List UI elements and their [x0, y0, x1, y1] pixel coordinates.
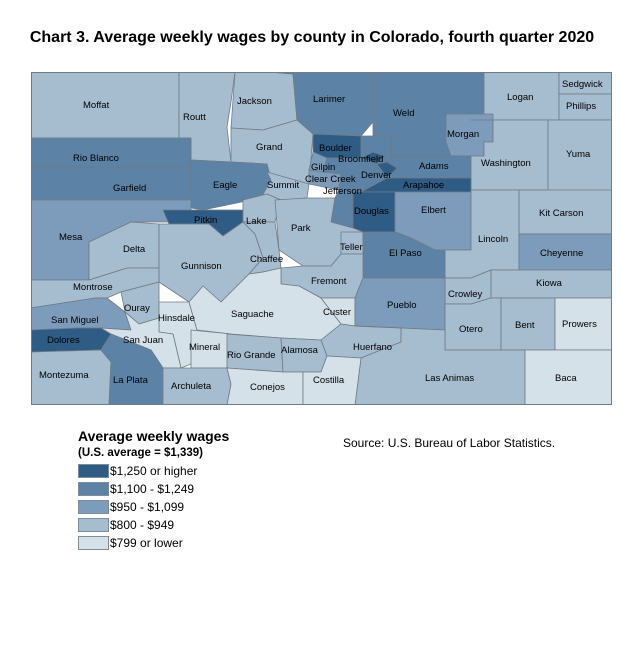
legend-swatch: [78, 536, 109, 550]
chart-title: Chart 3. Average weekly wages by county …: [29, 29, 595, 46]
label-cheyenne: Cheyenne: [540, 248, 583, 259]
label-grand: Grand: [256, 142, 282, 153]
label-douglas: Douglas: [354, 206, 389, 217]
label-pueblo: Pueblo: [387, 300, 417, 311]
legend: Average weekly wages (U.S. average = $1,…: [78, 428, 229, 552]
label-hinsdale: Hinsdale: [158, 313, 195, 324]
label-jefferson: Jefferson: [323, 186, 362, 197]
label-lincoln: Lincoln: [478, 234, 508, 245]
label-las-animas: Las Animas: [425, 373, 474, 384]
label-crowley: Crowley: [448, 289, 483, 300]
label-mesa: Mesa: [59, 232, 83, 243]
label-eagle: Eagle: [213, 180, 237, 191]
label-park: Park: [291, 223, 311, 234]
label-sedgwick: Sedgwick: [562, 79, 603, 90]
label-ouray: Ouray: [124, 303, 150, 314]
label-montrose: Montrose: [73, 282, 113, 293]
county-sedgwick[interactable]: [558, 72, 612, 95]
county-costilla[interactable]: [302, 355, 362, 405]
map-border: [31, 72, 612, 405]
label-otero: Otero: [459, 324, 483, 335]
label-custer: Custer: [323, 307, 351, 318]
label-garfield: Garfield: [113, 183, 146, 194]
label-conejos: Conejos: [250, 382, 285, 393]
label-routt: Routt: [183, 112, 206, 123]
legend-item: $1,100 - $1,249: [78, 480, 229, 498]
legend-swatch: [78, 518, 109, 532]
label-rio-grande: Rio Grande: [227, 350, 276, 361]
label-delta: Delta: [123, 244, 146, 255]
label-jackson: Jackson: [237, 96, 272, 107]
label-summit: Summit: [267, 180, 300, 191]
label-weld: Weld: [393, 108, 414, 119]
label-fremont: Fremont: [311, 276, 347, 287]
label-morgan: Morgan: [447, 129, 479, 140]
label-prowers: Prowers: [562, 319, 597, 330]
source-note: Source: U.S. Bureau of Labor Statistics.: [343, 436, 556, 450]
label-clear-creek: Clear Creek: [305, 174, 356, 185]
label-alamosa: Alamosa: [281, 345, 319, 356]
legend-item: $799 or lower: [78, 534, 229, 552]
legend-label: $800 - $949: [110, 518, 175, 532]
label-logan: Logan: [507, 92, 533, 103]
label-rio-blanco: Rio Blanco: [73, 153, 119, 164]
label-dolores: Dolores: [47, 335, 80, 346]
label-pitkin: Pitkin: [194, 215, 217, 226]
label-larimer: Larimer: [313, 94, 345, 105]
label-baca: Baca: [555, 373, 577, 384]
label-kiowa: Kiowa: [536, 278, 563, 289]
county-phillips[interactable]: [558, 93, 612, 121]
label-el-paso: El Paso: [389, 248, 422, 259]
label-yuma: Yuma: [566, 149, 591, 160]
county-yuma[interactable]: [547, 119, 612, 193]
label-arapahoe: Arapahoe: [403, 180, 444, 191]
label-huerfano: Huerfano: [353, 342, 392, 353]
legend-swatch: [78, 482, 109, 496]
label-denver: Denver: [361, 170, 392, 181]
label-broomfield: Broomfield: [338, 154, 383, 165]
label-gunnison: Gunnison: [181, 261, 222, 272]
label-mineral: Mineral: [189, 342, 220, 353]
label-moffat: Moffat: [83, 100, 110, 111]
label-la-plata: La Plata: [113, 375, 149, 386]
county-baca[interactable]: [524, 349, 612, 405]
label-kit-carson: Kit Carson: [539, 208, 583, 219]
county-garfield[interactable]: [31, 166, 192, 201]
label-bent: Bent: [515, 320, 535, 331]
label-gilpin: Gilpin: [311, 162, 335, 173]
legend-label: $1,250 or higher: [110, 464, 198, 478]
label-teller: Teller: [340, 242, 363, 253]
colorado-county-map: Moffat Routt Jackson Larimer Weld Logan …: [31, 72, 612, 405]
label-san-juan: San Juan: [123, 335, 163, 346]
legend-label: $799 or lower: [110, 536, 183, 550]
legend-swatch: [78, 464, 109, 478]
label-chaffee: Chaffee: [250, 254, 283, 265]
label-washington: Washington: [481, 158, 531, 169]
legend-item: $800 - $949: [78, 516, 229, 534]
county-las-animas[interactable]: [354, 325, 526, 405]
legend-item: $1,250 or higher: [78, 462, 229, 480]
label-saguache: Saguache: [231, 309, 274, 320]
label-adams: Adams: [419, 161, 449, 172]
legend-us-average: (U.S. average = $1,339): [78, 447, 203, 459]
label-montezuma: Montezuma: [39, 370, 89, 381]
legend-item: $950 - $1,099: [78, 498, 229, 516]
county-prowers[interactable]: [554, 297, 612, 351]
county-cheyenne[interactable]: [518, 233, 612, 271]
label-elbert: Elbert: [421, 205, 446, 216]
legend-label: $1,100 - $1,249: [110, 482, 195, 496]
label-san-miguel: San Miguel: [51, 315, 99, 326]
county-conejos[interactable]: [226, 367, 304, 405]
label-phillips: Phillips: [566, 101, 596, 112]
label-costilla: Costilla: [313, 375, 345, 386]
legend-title: Average weekly wages: [78, 428, 230, 444]
label-lake: Lake: [246, 216, 267, 227]
label-archuleta: Archuleta: [171, 381, 212, 392]
legend-label: $950 - $1,099: [110, 500, 185, 514]
legend-swatch: [78, 500, 109, 514]
label-boulder: Boulder: [319, 143, 352, 154]
